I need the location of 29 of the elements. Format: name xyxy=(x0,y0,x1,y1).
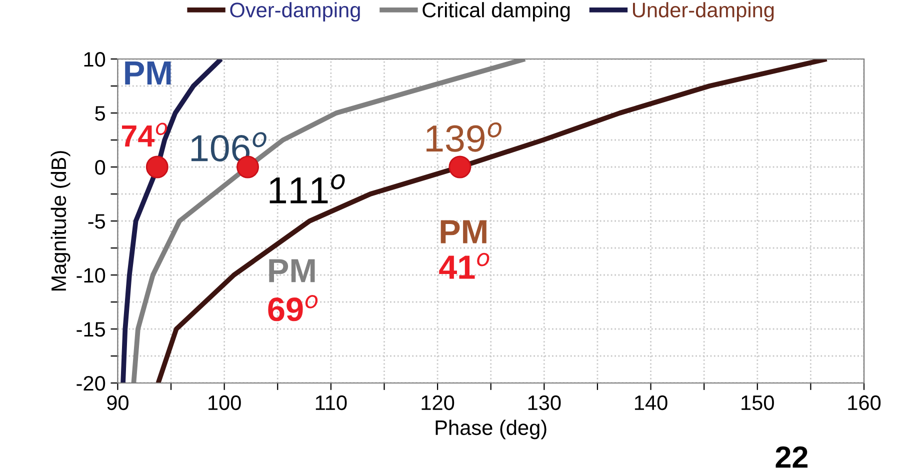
y-tick-label: -20 xyxy=(76,376,106,391)
legend-label: Under-damping xyxy=(632,2,774,22)
y-tick-label: -15 xyxy=(76,322,106,337)
annotation: PM xyxy=(269,259,315,282)
x-tick-label: 110 xyxy=(316,395,347,410)
annotation: 74$^{o}$ xyxy=(122,122,168,146)
x-tick-label: 140 xyxy=(634,395,668,410)
x-tick-label: 90 xyxy=(107,395,128,410)
annotation: 69$^{o}$ xyxy=(268,295,318,322)
y-tick-label: 0 xyxy=(95,160,106,175)
annotation: 41$^{o}$ xyxy=(439,252,490,279)
x-tick-label: 120 xyxy=(422,395,454,410)
legend-label: Over-damping xyxy=(230,2,360,22)
x-tick-label: 130 xyxy=(528,395,561,410)
y-axis-title: Magnitude (dB) xyxy=(50,151,70,291)
annotation: PM xyxy=(125,62,171,84)
legend-label: Critical damping xyxy=(422,2,570,22)
annotation: 111$^{o}$ xyxy=(270,174,345,204)
y-tick-label: -10 xyxy=(76,268,106,283)
x-tick-label: 150 xyxy=(742,395,774,410)
annotation: 139$^{o}$ xyxy=(426,122,502,152)
x-axis-title: Phase (deg) xyxy=(436,420,546,440)
y-tick-label: 10 xyxy=(84,52,106,67)
x-tick-label: 100 xyxy=(208,395,241,410)
x-tick-label: 160 xyxy=(848,395,881,410)
annotation: PM xyxy=(440,220,486,244)
text: 22 xyxy=(776,446,808,468)
y-tick-label: -5 xyxy=(88,214,106,229)
y-tick-label: 5 xyxy=(95,106,106,121)
